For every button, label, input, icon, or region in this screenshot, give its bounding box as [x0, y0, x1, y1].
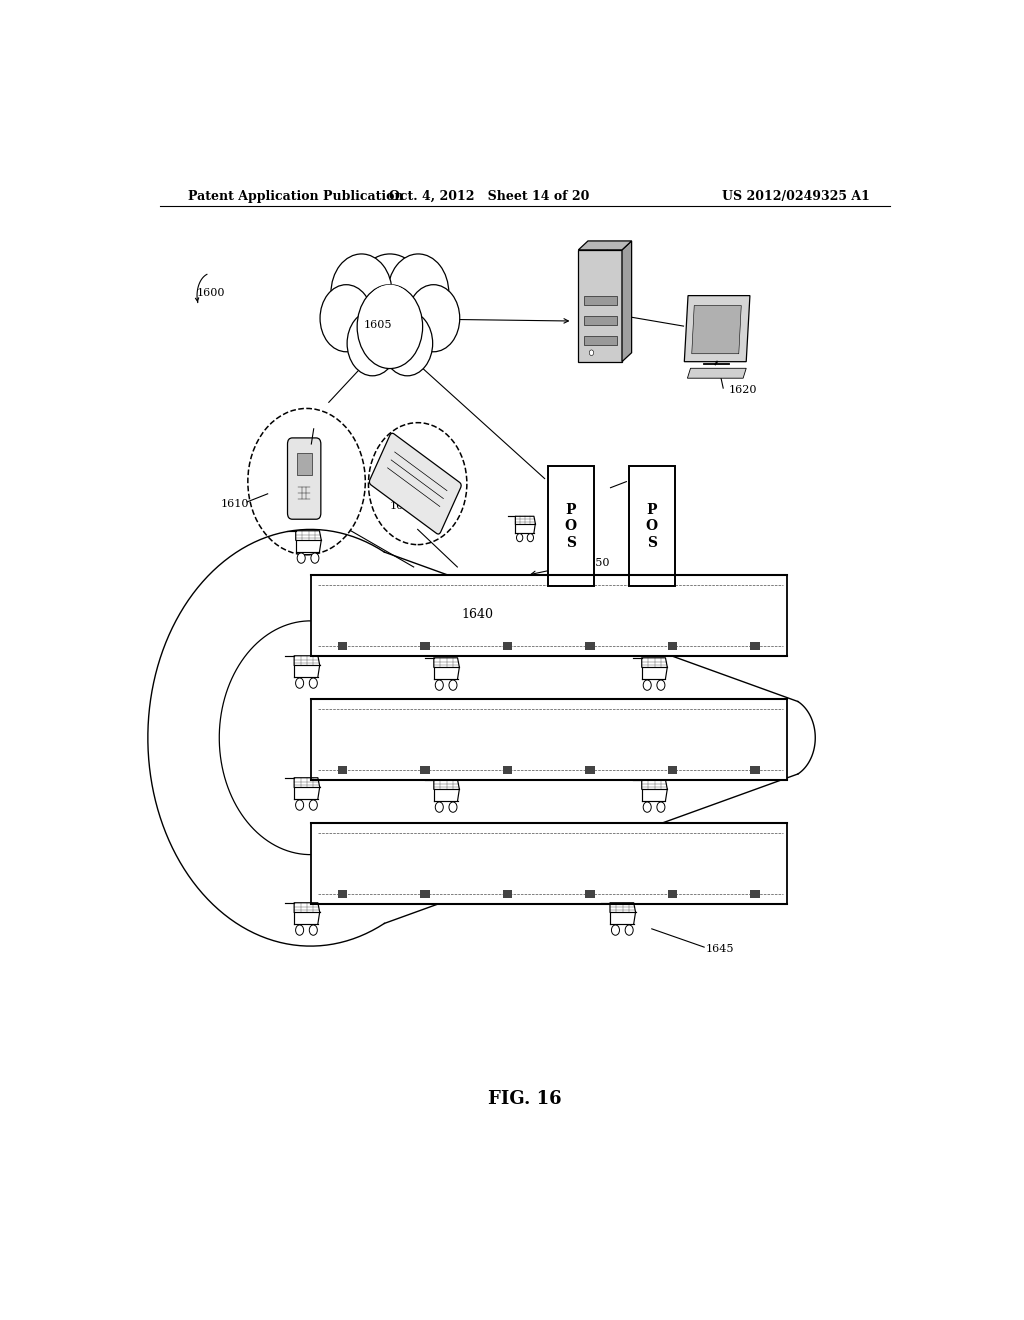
Circle shape [388, 253, 449, 333]
Bar [503, 766, 512, 775]
Bar [420, 890, 430, 899]
Circle shape [643, 803, 651, 812]
Circle shape [353, 253, 427, 348]
Circle shape [656, 680, 665, 690]
Bar [503, 643, 512, 651]
Circle shape [309, 800, 317, 810]
Text: 1645: 1645 [706, 944, 734, 954]
Circle shape [382, 312, 433, 376]
Circle shape [296, 800, 304, 810]
Text: 1630: 1630 [628, 479, 656, 488]
Polygon shape [687, 368, 746, 379]
Bar [668, 890, 677, 899]
Text: P
O
S: P O S [565, 503, 577, 549]
Bar [751, 890, 760, 899]
Circle shape [296, 678, 304, 688]
Text: 1620: 1620 [729, 385, 758, 395]
Polygon shape [622, 242, 632, 362]
Circle shape [361, 285, 418, 358]
Text: Oct. 4, 2012   Sheet 14 of 20: Oct. 4, 2012 Sheet 14 of 20 [389, 190, 589, 202]
Circle shape [516, 533, 523, 541]
Bar [751, 766, 760, 775]
Bar [310, 700, 786, 780]
Circle shape [357, 285, 423, 368]
Circle shape [297, 553, 305, 564]
Text: FIG. 16: FIG. 16 [488, 1089, 561, 1107]
Circle shape [625, 925, 633, 936]
Circle shape [347, 312, 397, 376]
Text: Patent Application Publication: Patent Application Publication [187, 190, 403, 202]
Bar [420, 643, 430, 651]
Text: 1615: 1615 [390, 502, 419, 511]
Bar [584, 296, 616, 305]
Circle shape [527, 533, 534, 541]
Circle shape [643, 680, 651, 690]
Polygon shape [579, 242, 632, 249]
Circle shape [611, 925, 620, 936]
Bar [503, 890, 512, 899]
Circle shape [408, 285, 460, 351]
Polygon shape [684, 296, 750, 362]
Circle shape [296, 925, 304, 936]
Bar [668, 643, 677, 651]
FancyBboxPatch shape [288, 438, 321, 519]
Bar [629, 466, 675, 586]
Bar [420, 766, 430, 775]
Circle shape [435, 680, 443, 690]
Text: 1640: 1640 [461, 609, 494, 622]
Bar [585, 643, 595, 651]
FancyBboxPatch shape [370, 433, 461, 535]
Bar [548, 466, 594, 586]
Bar [585, 766, 595, 775]
Bar [310, 824, 786, 904]
Text: 1625: 1625 [598, 280, 627, 289]
Bar [338, 766, 347, 775]
Bar [297, 453, 311, 475]
Circle shape [449, 803, 457, 812]
Text: US 2012/0249325 A1: US 2012/0249325 A1 [722, 190, 870, 202]
Bar [579, 249, 622, 362]
Bar [310, 576, 786, 656]
Bar [338, 890, 347, 899]
Text: P
O
S: P O S [646, 503, 657, 549]
Circle shape [589, 350, 594, 355]
Circle shape [321, 285, 373, 351]
Circle shape [449, 680, 457, 690]
Bar [751, 643, 760, 651]
Text: 1605: 1605 [364, 319, 392, 330]
Bar [668, 766, 677, 775]
Circle shape [311, 553, 318, 564]
Circle shape [435, 803, 443, 812]
Circle shape [331, 253, 392, 333]
Bar [338, 643, 347, 651]
Circle shape [309, 678, 317, 688]
Text: 1650: 1650 [582, 558, 610, 568]
Polygon shape [692, 305, 741, 354]
Text: 1610: 1610 [221, 499, 250, 510]
Bar [584, 315, 616, 325]
Circle shape [656, 803, 665, 812]
Circle shape [309, 925, 317, 936]
Text: 1600: 1600 [197, 288, 225, 297]
Bar [585, 890, 595, 899]
Bar [584, 337, 616, 345]
